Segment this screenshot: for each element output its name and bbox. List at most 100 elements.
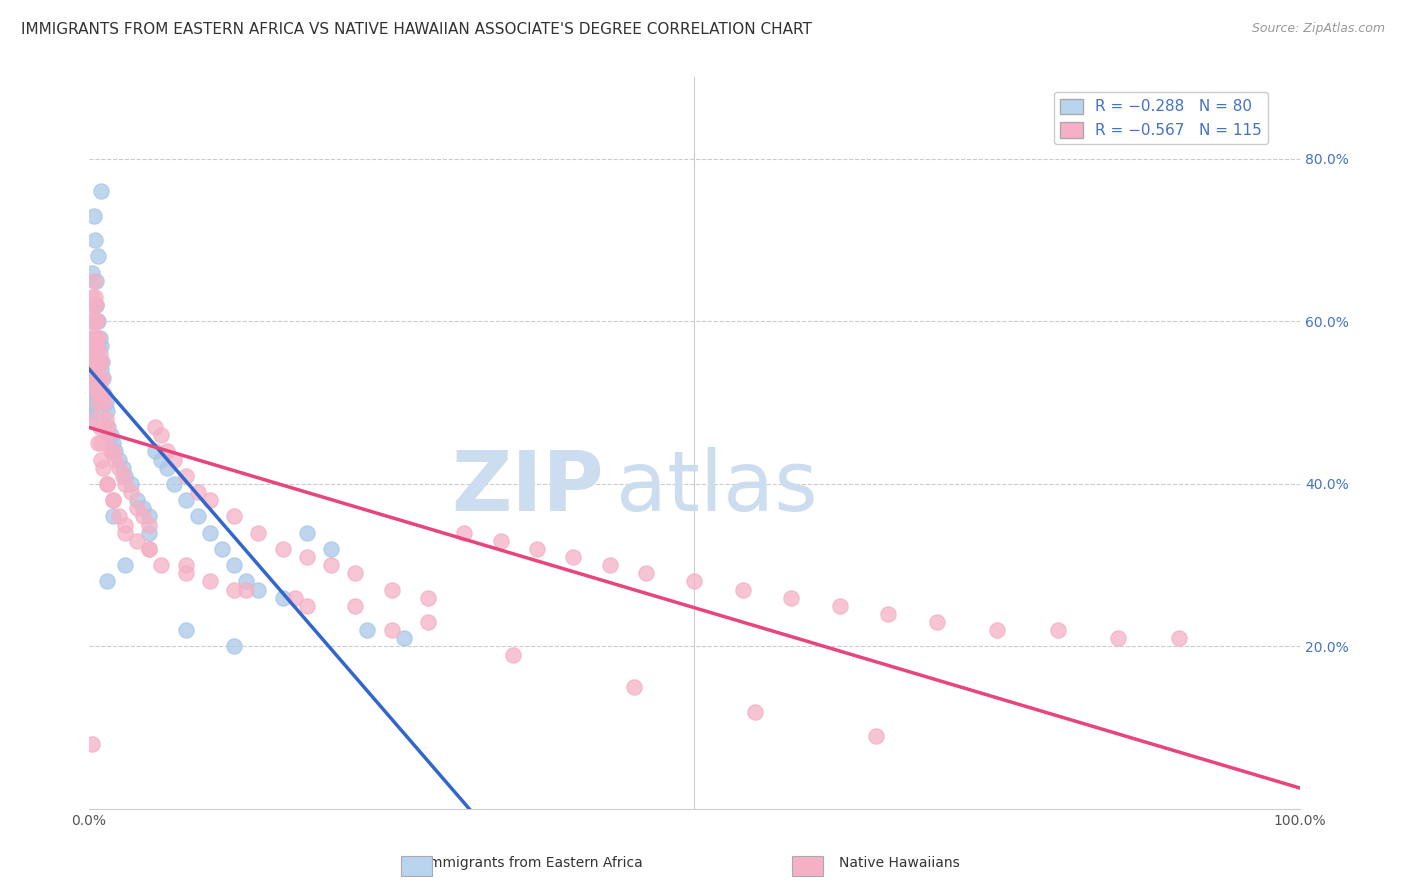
Point	[84, 339, 107, 353]
Point	[174, 624, 197, 638]
Point	[87, 355, 110, 369]
Point	[104, 444, 127, 458]
Point	[83, 314, 105, 328]
Point	[83, 314, 105, 328]
Point	[83, 339, 105, 353]
Point	[91, 387, 114, 401]
Point	[150, 452, 173, 467]
Point	[82, 314, 104, 328]
Point	[96, 476, 118, 491]
Point	[502, 648, 524, 662]
Point	[89, 347, 111, 361]
Point	[79, 412, 101, 426]
Text: Native Hawaiians: Native Hawaiians	[839, 856, 960, 871]
Point	[114, 525, 136, 540]
Point	[82, 330, 104, 344]
Point	[87, 436, 110, 450]
Point	[87, 249, 110, 263]
Point	[101, 509, 124, 524]
Point	[111, 460, 134, 475]
Point	[156, 460, 179, 475]
Point	[623, 680, 645, 694]
Point	[731, 582, 754, 597]
Text: atlas: atlas	[616, 447, 817, 528]
Point	[84, 363, 107, 377]
Point	[89, 330, 111, 344]
Text: IMMIGRANTS FROM EASTERN AFRICA VS NATIVE HAWAIIAN ASSOCIATE'S DEGREE CORRELATION: IMMIGRANTS FROM EASTERN AFRICA VS NATIVE…	[21, 22, 813, 37]
Point	[145, 444, 167, 458]
Text: ZIP: ZIP	[451, 447, 603, 528]
Point	[174, 558, 197, 573]
Point	[416, 615, 439, 629]
Point	[83, 274, 105, 288]
Point	[82, 339, 104, 353]
Point	[108, 509, 131, 524]
Point	[284, 591, 307, 605]
Point	[83, 339, 105, 353]
Point	[82, 379, 104, 393]
Point	[111, 468, 134, 483]
Point	[94, 395, 117, 409]
Point	[634, 566, 657, 581]
Point	[162, 476, 184, 491]
Point	[82, 379, 104, 393]
Point	[381, 582, 404, 597]
Point	[101, 444, 124, 458]
Point	[986, 624, 1008, 638]
Point	[127, 501, 149, 516]
Point	[89, 379, 111, 393]
Point	[224, 509, 246, 524]
Point	[86, 339, 108, 353]
Point	[104, 452, 127, 467]
Point	[86, 314, 108, 328]
Point	[86, 371, 108, 385]
Point	[87, 330, 110, 344]
Point	[82, 347, 104, 361]
Point	[127, 533, 149, 548]
Point	[271, 541, 294, 556]
Point	[83, 290, 105, 304]
Point	[83, 371, 105, 385]
Point	[90, 363, 112, 377]
Point	[91, 355, 114, 369]
Point	[145, 420, 167, 434]
Point	[87, 387, 110, 401]
Point	[127, 493, 149, 508]
Point	[97, 428, 120, 442]
Point	[295, 599, 318, 613]
Point	[84, 298, 107, 312]
Point	[86, 371, 108, 385]
Point	[120, 485, 142, 500]
Point	[84, 330, 107, 344]
Point	[83, 314, 105, 328]
Point	[93, 387, 115, 401]
Point	[94, 412, 117, 426]
Point	[90, 339, 112, 353]
Point	[381, 624, 404, 638]
Point	[80, 355, 103, 369]
Point	[101, 436, 124, 450]
Point	[83, 314, 105, 328]
Point	[780, 591, 803, 605]
Point	[87, 395, 110, 409]
Point	[247, 525, 270, 540]
Point	[271, 591, 294, 605]
Point	[132, 501, 155, 516]
Point	[356, 624, 378, 638]
Point	[96, 574, 118, 589]
Point	[100, 444, 122, 458]
Point	[877, 607, 900, 621]
Point	[90, 452, 112, 467]
Point	[84, 330, 107, 344]
Text: Source: ZipAtlas.com: Source: ZipAtlas.com	[1251, 22, 1385, 36]
Point	[91, 460, 114, 475]
Point	[80, 371, 103, 385]
Point	[100, 428, 122, 442]
Point	[344, 566, 367, 581]
Point	[526, 541, 548, 556]
Point	[93, 395, 115, 409]
Point	[83, 339, 105, 353]
Point	[416, 591, 439, 605]
Point	[82, 347, 104, 361]
Point	[80, 330, 103, 344]
